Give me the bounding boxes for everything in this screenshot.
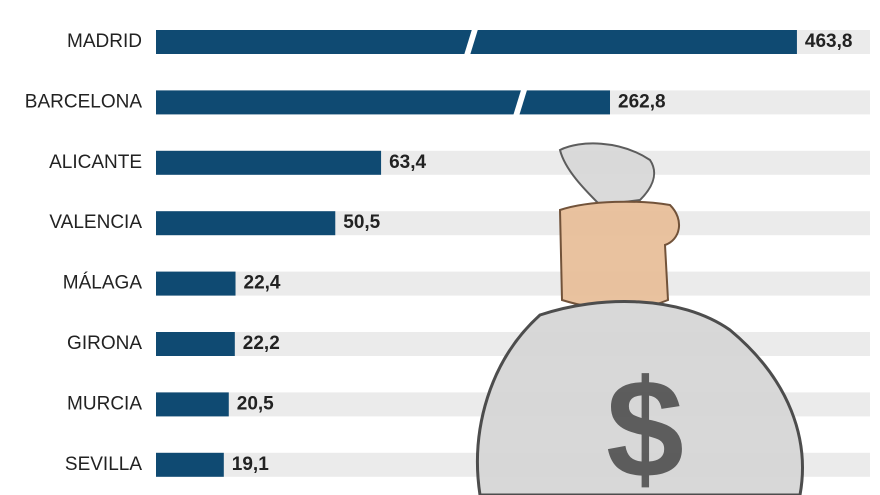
bar-break: [464, 29, 479, 55]
value-label: 22,2: [243, 333, 280, 354]
bar: [156, 332, 235, 356]
bar: [156, 150, 382, 175]
bar: [156, 452, 224, 477]
bar-break: [513, 89, 528, 116]
value-label: 463,8: [805, 31, 853, 52]
category-label: GIRONA: [67, 333, 142, 354]
value-label: 63,4: [389, 152, 426, 173]
bar: [156, 271, 236, 296]
value-label: 22,4: [244, 273, 281, 294]
category-label: ALICANTE: [49, 152, 142, 173]
category-label: MÁLAGA: [63, 273, 143, 294]
category-label: MADRID: [67, 31, 142, 52]
bar: [156, 392, 229, 417]
category-label: SEVILLA: [65, 454, 142, 475]
bar: [156, 90, 611, 115]
money-bag-illustration: $: [476, 142, 804, 495]
value-label: 19,1: [232, 454, 269, 475]
bar: [156, 211, 336, 236]
category-label: VALENCIA: [49, 212, 142, 233]
value-label: 50,5: [343, 212, 380, 233]
track: [156, 271, 870, 296]
category-label: MURCIA: [67, 393, 142, 414]
value-label: 262,8: [618, 91, 666, 112]
category-label: BARCELONA: [25, 91, 143, 112]
value-label: 20,5: [237, 393, 274, 414]
dollar-sign: $: [606, 350, 684, 495]
bars: MADRID 463,8 BARCELONA 262,8 ALICANTE 63,4 VAL…: [25, 29, 853, 477]
